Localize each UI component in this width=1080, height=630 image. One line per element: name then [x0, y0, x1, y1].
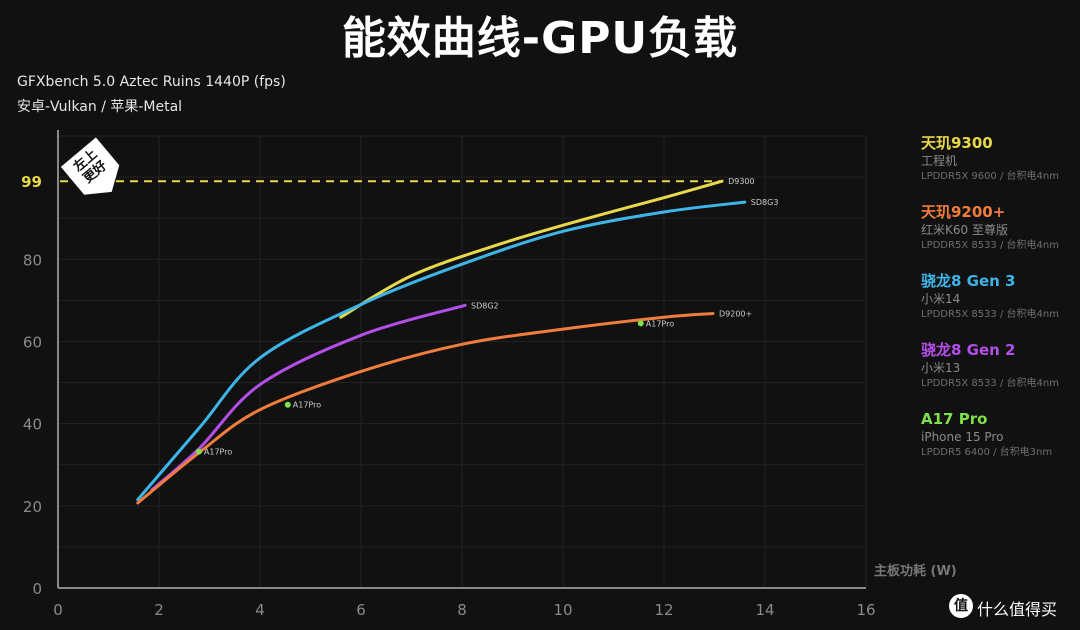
x-tick-label: 10 — [553, 601, 572, 619]
legend-item: 天玑9300 工程机 LPDDR5X 9600 / 台积电4nm — [921, 133, 1080, 184]
a17pro-point — [195, 448, 202, 455]
watermark-brand: 什么值得买 — [977, 600, 1058, 619]
legend-item: A17 Pro iPhone 15 Pro LPDDR5 6400 / 台积电3nm — [921, 409, 1080, 460]
series-line-sd8g2 — [150, 303, 467, 492]
x-tick-label: 16 — [856, 601, 875, 619]
x-tick-label: 0 — [53, 601, 63, 619]
legend-device: 小米14 — [921, 292, 961, 306]
a17pro-point-label: A17Pro — [646, 319, 674, 328]
series-end-label: D9200+ — [719, 310, 752, 319]
chart-subtitle-api: 安卓-Vulkan / 苹果-Metal — [17, 99, 183, 115]
legend-device: iPhone 15 Pro — [921, 430, 1004, 444]
watermark-logo: 值 — [949, 594, 973, 618]
legend-chip-name: 骁龙8 Gen 2 — [921, 341, 1016, 359]
legend-chip-name: 天玑9200+ — [921, 203, 1006, 221]
y-tick-label: 40 — [23, 416, 42, 434]
x-axis-label: 主板功耗 (W) — [874, 564, 957, 579]
y-tick-label: 80 — [23, 251, 42, 269]
legend-device: 工程机 — [921, 154, 958, 168]
series-line-sd8g3 — [136, 200, 747, 502]
x-tick-label: 8 — [457, 601, 467, 619]
x-tick-label: 12 — [654, 601, 673, 619]
x-tick-label: 4 — [255, 601, 265, 619]
legend-memory: LPDDR5X 8533 / 台积电4nm — [921, 240, 1059, 251]
legend-memory: LPDDR5X 9600 / 台积电4nm — [921, 171, 1059, 182]
legend-device: 小米13 — [921, 361, 961, 375]
a17pro-point — [637, 320, 644, 327]
legend: 天玑9300 工程机 LPDDR5X 9600 / 台积电4nm 天玑9200+ 红米K… — [921, 133, 1080, 478]
legend-item: 天玑9200+ 红米K60 至尊版 LPDDR5X 8533 / 台积电4nm — [921, 202, 1080, 253]
y-tick-label: 60 — [23, 333, 42, 351]
y-tick-label: 0 — [32, 580, 42, 598]
legend-chip-name: 骁龙8 Gen 3 — [921, 272, 1016, 290]
chart-subtitle-benchmark: GFXbench 5.0 Aztec Ruins 1440P (fps) — [17, 74, 286, 90]
legend-memory: LPDDR5 6400 / 台积电3nm — [921, 447, 1053, 458]
x-tick-label: 14 — [755, 601, 774, 619]
legend-chip-name: A17 Pro — [921, 410, 988, 428]
reference-line-label: 99 — [21, 173, 42, 191]
chart-title: 能效曲线-GPU负载 — [341, 13, 739, 64]
a17pro-point — [284, 401, 291, 408]
legend-memory: LPDDR5X 8533 / 台积电4nm — [921, 309, 1059, 320]
series-line-d9300 — [339, 179, 724, 319]
legend-device: 红米K60 至尊版 — [921, 223, 1008, 237]
y-tick-label: 20 — [23, 498, 42, 516]
series-line-d9200plus — [136, 312, 715, 505]
x-tick-label: 2 — [154, 601, 164, 619]
legend-item: 骁龙8 Gen 2 小米13 LPDDR5X 8533 / 台积电4nm — [921, 340, 1080, 391]
series-end-label: D9300 — [728, 177, 755, 186]
series-end-label: SD8G2 — [471, 301, 499, 310]
a17pro-point-label: A17Pro — [293, 401, 321, 410]
legend-memory: LPDDR5X 8533 / 台积电4nm — [921, 378, 1059, 389]
a17pro-point-label: A17Pro — [204, 448, 232, 457]
x-tick-label: 6 — [356, 601, 366, 619]
legend-chip-name: 天玑9300 — [921, 134, 993, 152]
series-end-label: SD8G3 — [751, 198, 779, 207]
legend-item: 骁龙8 Gen 3 小米14 LPDDR5X 8533 / 台积电4nm — [921, 271, 1080, 322]
